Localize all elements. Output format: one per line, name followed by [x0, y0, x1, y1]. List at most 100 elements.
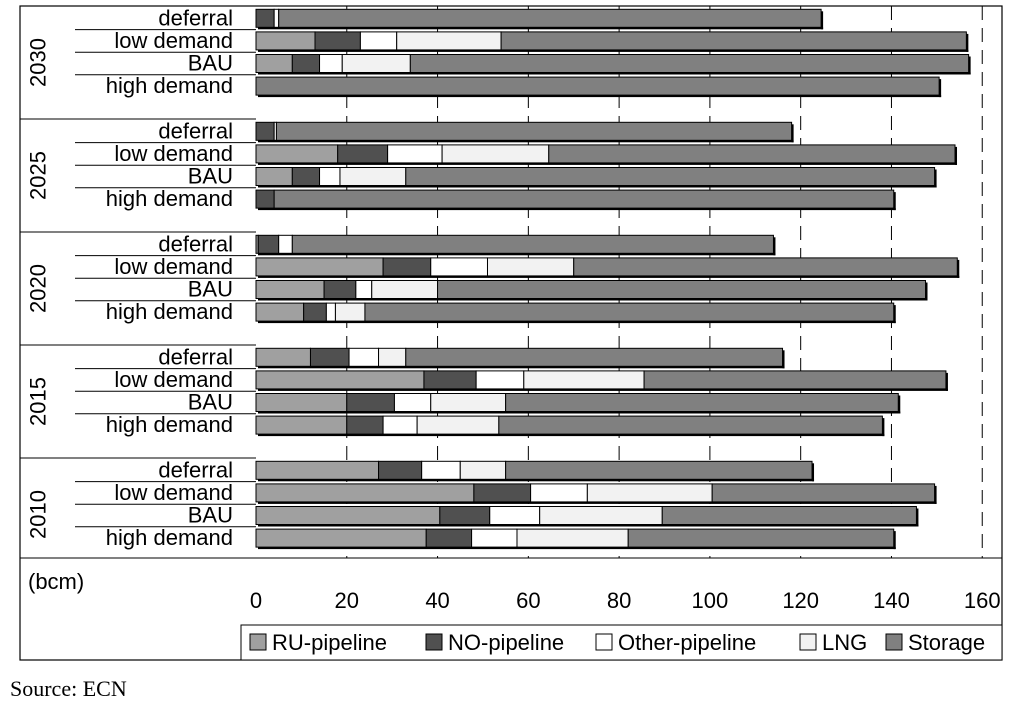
bar-shadow: [258, 253, 776, 256]
bar-segment-no-pipeline: [255, 189, 275, 209]
bar-shadow: [945, 372, 948, 391]
bar-segment-other-pipeline: [387, 144, 443, 164]
scenario-label: low demand: [114, 141, 233, 166]
scenario-label: BAU: [188, 390, 233, 415]
bar-segment-other-pipeline: [325, 302, 336, 322]
bar-shadow: [773, 237, 776, 256]
bar-shadow: [966, 33, 969, 52]
bar-segment-ru-pipeline: [255, 167, 293, 186]
bar-segment-ru-pipeline: [255, 370, 425, 390]
bar-segment-lng: [441, 144, 550, 164]
scenario-label: deferral: [158, 457, 233, 482]
bar-shadow: [791, 124, 794, 143]
x-tick-label: 20: [335, 588, 359, 613]
year-label: 2015: [26, 377, 51, 426]
scenario-label: low demand: [114, 480, 233, 505]
bar-segment-no-pipeline: [291, 167, 321, 186]
bar-segment-ru-pipeline: [255, 506, 441, 525]
scenario-label: high demand: [106, 299, 233, 324]
bar-segment-no-pipeline: [314, 31, 361, 51]
bar-segment-storage: [437, 280, 927, 299]
scenario-label: low demand: [114, 367, 233, 392]
legend-swatch-storage: [885, 633, 903, 651]
bar-shadow: [258, 366, 785, 369]
x-tick-label: 60: [516, 588, 540, 613]
bar-segment-storage: [573, 257, 958, 277]
bar-shadow: [968, 56, 971, 75]
bar-shadow: [925, 282, 928, 301]
bar-segment-other-pipeline: [348, 347, 380, 367]
bar-shadow: [957, 259, 960, 278]
bar-segment-other-pipeline: [382, 415, 418, 435]
bar-shadow: [258, 140, 794, 143]
chart-frame: [19, 5, 1003, 661]
x-tick-label: 0: [250, 588, 262, 613]
bar-segment-lng: [523, 370, 645, 390]
scenario-label: low demand: [114, 28, 233, 53]
legend-swatch-ru-pipeline: [249, 633, 267, 651]
scenario-label: deferral: [158, 118, 233, 143]
bar-segment-storage: [255, 76, 940, 96]
bar-segment-ru-pipeline: [255, 302, 305, 322]
bar-segment-other-pipeline: [393, 393, 432, 412]
bar-shadow: [955, 146, 958, 165]
scenario-label: BAU: [188, 503, 233, 528]
bar-segment-lng: [416, 415, 500, 435]
bar-segment-no-pipeline: [382, 257, 432, 277]
bar-segment-other-pipeline: [273, 8, 280, 28]
bar-segment-other-pipeline: [430, 257, 488, 277]
x-tick-label: 100: [692, 588, 729, 613]
legend-swatch-lng: [799, 633, 817, 651]
bar-shadow: [258, 185, 937, 188]
bar-segment-lng: [539, 506, 663, 525]
bar-segment-no-pipeline: [257, 234, 280, 254]
scenario-label: low demand: [114, 254, 233, 279]
bar-shadow: [898, 395, 901, 414]
x-tick-label: 40: [425, 588, 449, 613]
bar-segment-ru-pipeline: [255, 144, 339, 164]
x-axis-ticks: 0 20 40 60 80 100 120 140 160: [250, 588, 1001, 613]
bar-shadow: [258, 162, 958, 165]
bar-shadow: [258, 547, 896, 550]
bar-segment-other-pipeline: [355, 280, 373, 299]
bar-shadow: [882, 418, 885, 437]
bar-segment-no-pipeline: [423, 370, 477, 390]
bar-segment-other-pipeline: [319, 167, 341, 186]
bar-shadow: [258, 208, 896, 211]
legend-swatch-other-pipeline: [595, 633, 613, 651]
bar-segment-storage: [548, 144, 956, 164]
bar-segment-storage: [627, 528, 895, 548]
bar-segment-no-pipeline: [309, 347, 350, 367]
bar-segment-other-pipeline: [489, 506, 541, 525]
bar-segment-ru-pipeline: [255, 528, 427, 548]
bar-segment-other-pipeline: [471, 528, 518, 548]
bar-segment-ru-pipeline: [255, 54, 293, 73]
bar-shadow: [812, 463, 815, 482]
bar-shadow: [258, 275, 960, 278]
bar-segment-storage: [643, 370, 947, 390]
bar-segment-storage: [409, 54, 970, 73]
bar-segment-ru-pipeline: [255, 347, 311, 367]
bar-segment-storage: [273, 189, 895, 209]
bar-segment-lng: [586, 483, 713, 503]
x-tick-label: 140: [873, 588, 910, 613]
bar-segment-ru-pipeline: [255, 460, 380, 480]
bar-shadow: [258, 524, 919, 527]
bar-shadow: [258, 95, 942, 98]
bar-segment-lng: [334, 302, 366, 322]
bar-segment-lng: [459, 460, 507, 480]
year-label: 2020: [26, 264, 51, 313]
legend-label: Storage: [908, 630, 985, 655]
scenario-label: BAU: [188, 164, 233, 189]
bar-segment-no-pipeline: [291, 54, 321, 73]
scenario-label: deferral: [158, 231, 233, 256]
bar-segment-no-pipeline: [337, 144, 389, 164]
bar-shadow: [939, 79, 942, 98]
bar-shadow: [258, 321, 896, 324]
bar-shadow: [258, 49, 969, 52]
bar-segment-storage: [711, 483, 936, 503]
bar-shadow: [258, 479, 815, 482]
scenario-label: BAU: [188, 51, 233, 76]
bar-shadow: [258, 298, 928, 301]
